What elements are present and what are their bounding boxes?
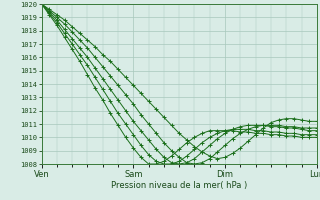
X-axis label: Pression niveau de la mer( hPa ): Pression niveau de la mer( hPa ): [111, 181, 247, 190]
